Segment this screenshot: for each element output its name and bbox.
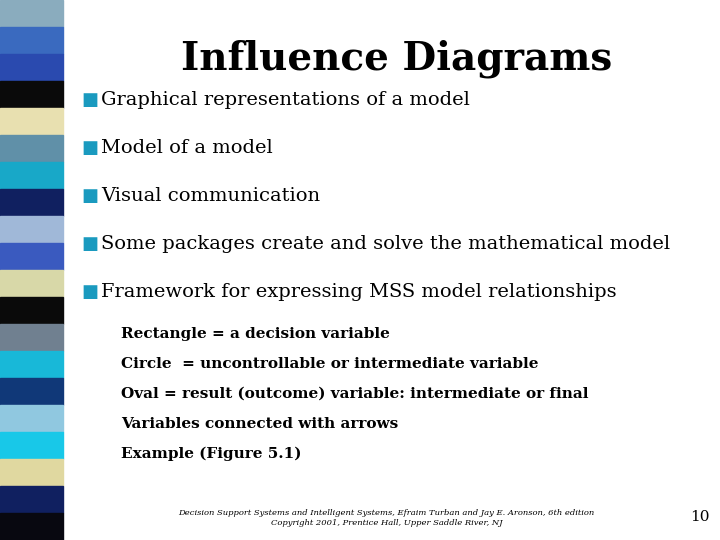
Bar — [0, 54, 63, 81]
Text: ■: ■ — [81, 283, 99, 301]
Text: Rectangle = a decision variable: Rectangle = a decision variable — [122, 327, 390, 341]
Text: Influence Diagrams: Influence Diagrams — [181, 40, 612, 78]
Text: Decision Support Systems and Intelligent Systems, Efraim Turban and Jay E. Arons: Decision Support Systems and Intelligent… — [179, 509, 595, 527]
Text: 10: 10 — [690, 510, 710, 524]
Bar — [0, 162, 63, 189]
Bar — [0, 432, 63, 459]
Bar — [0, 351, 63, 378]
Text: Oval = result (outcome) variable: intermediate or final: Oval = result (outcome) variable: interm… — [122, 387, 589, 401]
Bar — [0, 297, 63, 324]
Bar — [0, 189, 63, 216]
Bar — [0, 0, 63, 27]
Text: ■: ■ — [81, 139, 99, 157]
Text: Visual communication: Visual communication — [102, 187, 320, 205]
Text: ■: ■ — [81, 187, 99, 205]
Text: Circle  = uncontrollable or intermediate variable: Circle = uncontrollable or intermediate … — [122, 357, 539, 371]
Text: Framework for expressing MSS model relationships: Framework for expressing MSS model relat… — [102, 283, 617, 301]
Bar — [0, 324, 63, 351]
Bar — [0, 405, 63, 432]
Bar — [0, 378, 63, 405]
Text: Some packages create and solve the mathematical model: Some packages create and solve the mathe… — [102, 235, 670, 253]
Bar — [0, 270, 63, 297]
Text: Graphical representations of a model: Graphical representations of a model — [102, 91, 470, 109]
Bar — [0, 135, 63, 162]
Bar — [0, 486, 63, 513]
Text: ■: ■ — [81, 235, 99, 253]
Text: Variables connected with arrows: Variables connected with arrows — [122, 417, 399, 431]
Bar — [0, 216, 63, 243]
Text: Example (Figure 5.1): Example (Figure 5.1) — [122, 447, 302, 461]
Bar — [0, 27, 63, 54]
Bar — [0, 513, 63, 540]
Bar — [0, 459, 63, 486]
Bar — [0, 243, 63, 270]
Text: Model of a model: Model of a model — [102, 139, 273, 157]
Text: ■: ■ — [81, 91, 99, 109]
Bar — [0, 108, 63, 135]
Bar — [0, 81, 63, 108]
